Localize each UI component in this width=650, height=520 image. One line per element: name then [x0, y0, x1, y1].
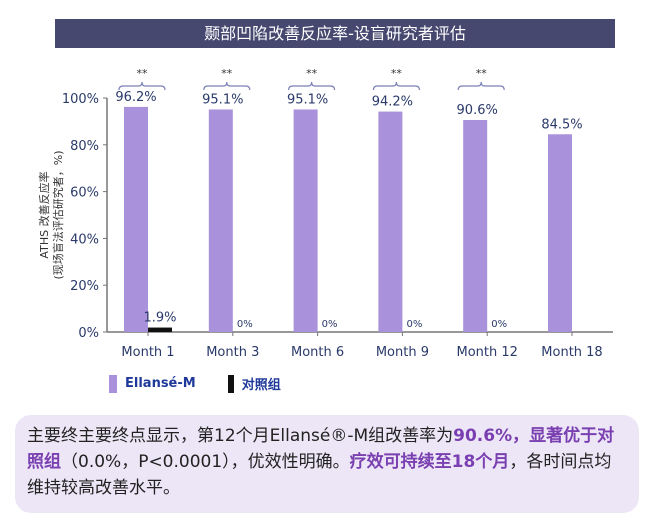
x-tick-label: Month 1: [121, 345, 174, 360]
data-label-ellanse: 94.2%: [372, 95, 413, 110]
note-highlight: 疗效可持续至18个月: [349, 452, 510, 472]
bar-ellanse: [548, 134, 572, 332]
bar-ellanse: [463, 119, 488, 332]
significance-marker: **: [391, 67, 403, 80]
note-text: 主要终主要终点显示，第12个月Ellansé®-M组改善率为: [27, 426, 454, 446]
bar-control: [148, 327, 172, 332]
x-tick-label: Month 12: [456, 345, 517, 360]
data-label-control: 0%: [406, 319, 422, 330]
significance-bracket: [118, 81, 166, 91]
significance-marker: **: [137, 67, 149, 80]
data-label-ellanse: 96.2%: [115, 90, 156, 105]
y-tick-label: 40%: [70, 232, 99, 247]
legend-swatch-control: [227, 374, 234, 393]
x-tick-label: Month 3: [206, 345, 259, 360]
x-tick-label: Month 6: [291, 345, 344, 360]
bar-ellanse: [124, 106, 148, 332]
significance-marker: **: [476, 67, 488, 80]
y-tick-label: 0%: [78, 326, 99, 341]
data-label-ellanse: 84.5%: [541, 117, 582, 132]
data-label-ellanse: 95.1%: [287, 92, 328, 107]
y-tick-label: 100%: [62, 92, 99, 107]
legend: Ellansé-M 对照组: [109, 374, 281, 393]
data-label-control: 1.9%: [143, 311, 176, 326]
significance-bracket: [203, 81, 251, 91]
significance-marker: **: [306, 67, 318, 80]
note-text: ，各时间点均维持较高改善水平。: [27, 452, 612, 498]
bar-ellanse: [293, 109, 318, 332]
note-text: （0.0%，P<0.0001），优效性明确。: [61, 452, 350, 472]
significance-bracket: [457, 81, 505, 91]
bar-ellanse: [378, 111, 403, 333]
legend-label-control: 对照组: [241, 378, 281, 393]
summary-note: 主要终主要终点显示，第12个月Ellansé®-M组改善率为90.6%，显著优于…: [15, 415, 639, 513]
significance-bracket: [288, 81, 336, 91]
x-tick-label: Month 9: [376, 345, 429, 360]
legend-label-ellanse: Ellansé-M: [125, 376, 196, 391]
y-tick-label: 20%: [70, 279, 99, 294]
data-label-control: 0%: [491, 319, 507, 330]
bar-chart: 0% 20% 40% 60% 80% 100% ATHS 改善反应率(现场盲法评估研究者，%…: [37, 67, 613, 360]
y-axis-label: ATHS 改善反应率(现场盲法评估研究者，%): [37, 150, 65, 279]
legend-swatch-ellanse: [109, 374, 117, 393]
chart-title: 颞部凹陷改善反应率-设盲研究者评估: [55, 19, 615, 48]
x-tick-label: Month 18: [541, 345, 602, 360]
significance-bracket: [372, 81, 420, 91]
data-label-control: 0%: [237, 319, 253, 330]
data-label-ellanse: 95.1%: [202, 92, 243, 107]
significance-marker: **: [221, 67, 233, 80]
y-tick-label: 60%: [70, 186, 99, 201]
data-label-ellanse: 90.6%: [457, 103, 498, 118]
note-highlight: 90.6%，显著优于对照组: [27, 426, 615, 472]
y-tick-label: 80%: [70, 139, 99, 154]
data-label-control: 0%: [322, 319, 338, 330]
bar-ellanse: [208, 109, 233, 332]
